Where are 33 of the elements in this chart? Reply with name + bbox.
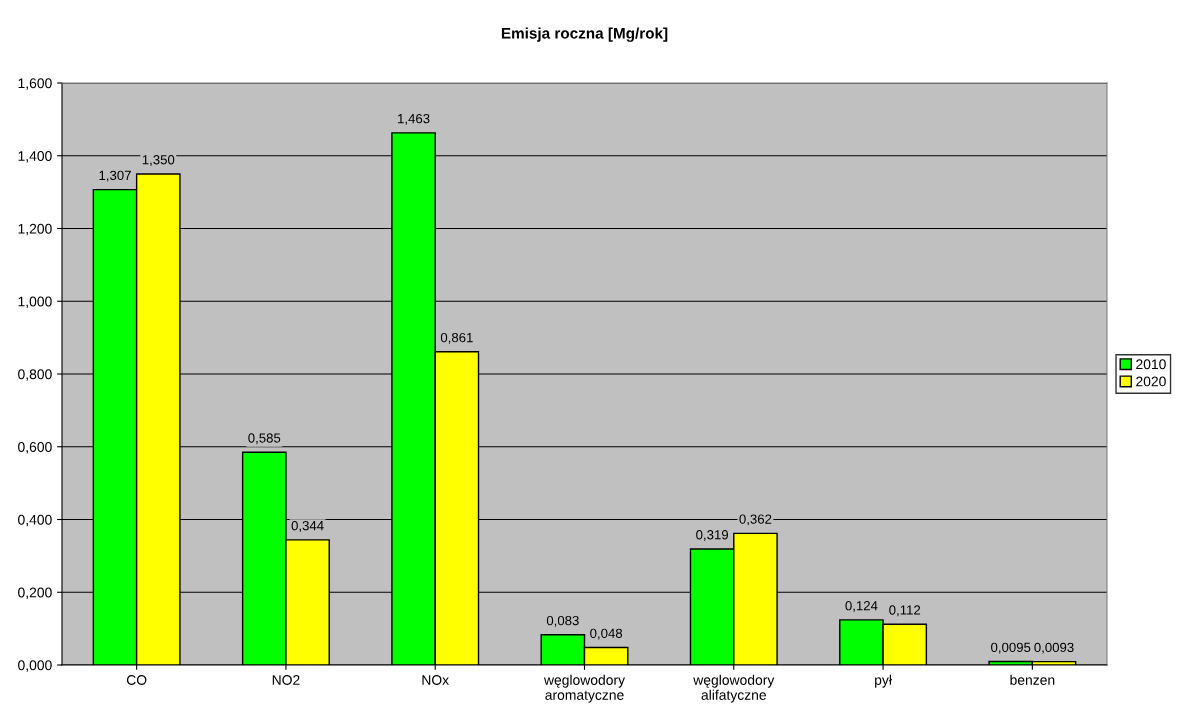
data-label: 1,350 [142, 155, 175, 166]
data-label: 1,463 [398, 113, 430, 125]
y-tick-label: 1,400 [18, 151, 52, 163]
legend-label: 2010 [1136, 359, 1166, 370]
x-tick-label: benzen [1010, 674, 1055, 685]
y-tick-label: 0,600 [18, 442, 52, 454]
data-label: 0,344 [291, 520, 324, 532]
data-label: 1,307 [99, 170, 131, 182]
data-label: 0,0095 [991, 642, 1031, 654]
x-tick-label: węglowodory aromatyczne [543, 674, 626, 703]
y-tick-label: 1,600 [18, 78, 52, 90]
legend-label: 2020 [1136, 376, 1166, 387]
y-tick-label: 0,400 [18, 514, 52, 527]
x-tick-label: NO2 [272, 675, 300, 685]
data-label: 0,585 [248, 433, 281, 445]
y-tick-label: 0,800 [18, 369, 52, 381]
data-label: 0,112 [889, 605, 921, 617]
y-tick-label: 1,200 [18, 223, 52, 236]
data-label: 0,861 [440, 332, 473, 344]
y-tick-label: 1,000 [18, 296, 52, 309]
x-tick-label: pył [875, 674, 892, 688]
data-label: 0,048 [590, 628, 623, 640]
y-tick-label: 0,000 [18, 660, 52, 672]
data-label: 0,0093 [1034, 642, 1074, 654]
data-label: 0,124 [845, 601, 878, 612]
data-label: 0,319 [696, 530, 729, 541]
x-tick-label: NOx [422, 675, 449, 685]
data-label: 0,083 [546, 615, 579, 627]
y-tick-label: 0,200 [18, 587, 52, 600]
data-label: 0,362 [739, 514, 772, 526]
x-tick-label: CO [126, 675, 147, 685]
chart-title: Emisja roczna [Mg/rok] [501, 27, 668, 42]
x-tick-label: węglowodory alifatyczne [693, 674, 775, 703]
